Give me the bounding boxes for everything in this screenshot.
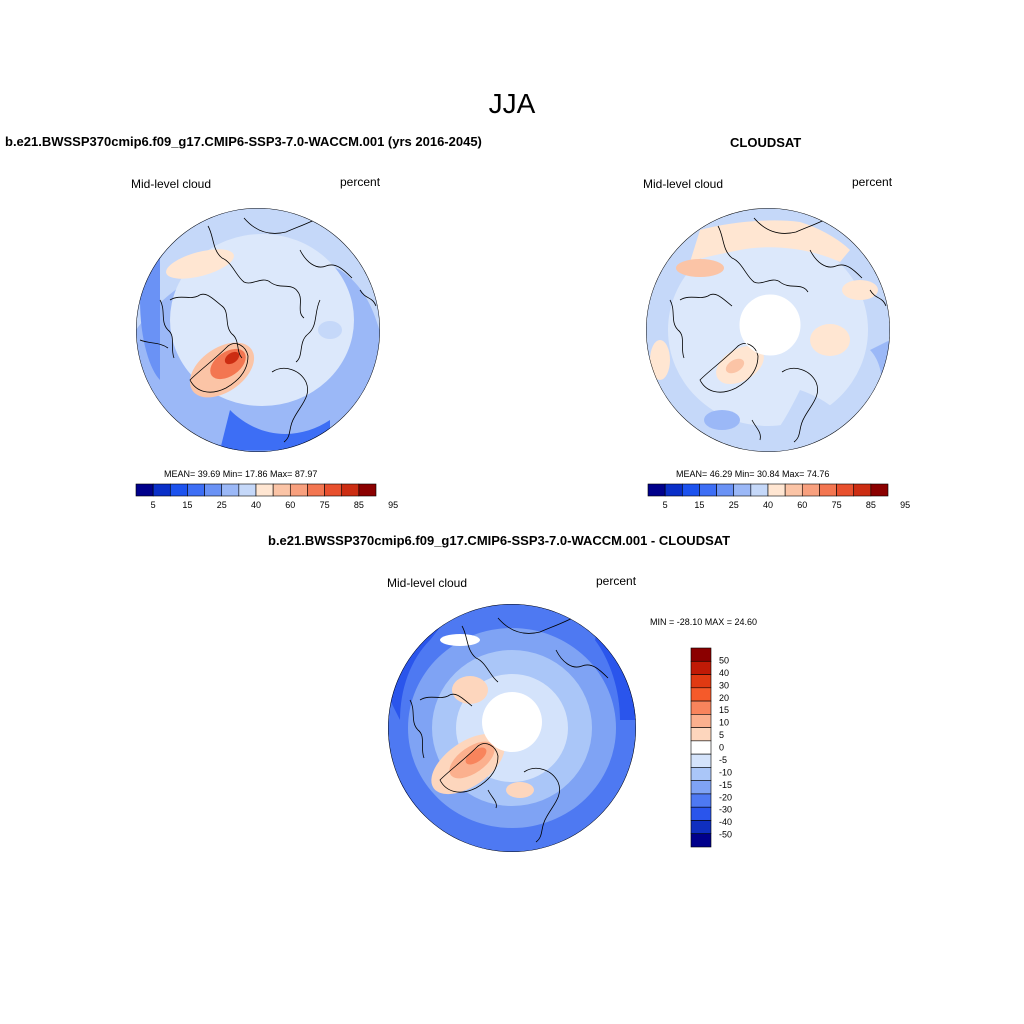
panel2-colorbar-swatch [733,483,752,497]
panel3-units-label: percent [596,574,637,588]
panel1-variable-label: Mid-level cloud [131,177,212,191]
panel1-colorbar-swatch [204,483,223,497]
panel2-colorbar-tick-label: 15 [694,500,704,510]
panel2-colorbar-swatch [836,483,855,497]
panel3-colorbar-swatch [690,793,712,808]
panel1-colorbar-tick-label: 95 [388,500,398,510]
panel2-colorbar: 5 15 25 40 60 75 85 95 [647,483,910,510]
panel3-colorbar-swatch [690,780,712,795]
panel3-colorbar-tick-label: -5 [719,755,727,765]
panel2-colorbar-swatch [716,483,735,497]
panel2-colorbar-tick-label: 5 [663,500,668,510]
panel3-variable-label: Mid-level cloud [387,576,468,590]
panel3-title: b.e21.BWSSP370cmip6.f09_g17.CMIP6-SSP3-7… [268,533,731,548]
panel3-colorbar-tick-label: -20 [719,792,732,802]
panel2-colorbar-swatch [853,483,872,497]
panel3-colorbar-swatch [690,700,712,715]
panel2-colorbar-swatch [699,483,717,497]
panel3-colorbar-tick-label: -40 [719,817,732,827]
panel3-colorbar-swatch [690,647,712,662]
panel2-variable-label: Mid-level cloud [643,177,724,191]
panel2-colorbar-swatch [681,483,700,497]
panel3-colorbar-swatch [690,687,712,702]
figure-title: JJA [488,88,536,119]
panel3-colorbar-tick-label: 50 [719,655,729,665]
panel3-colorbar-swatch [690,820,712,835]
panel2-colorbar-swatch [647,483,666,497]
panel2-colorbar-swatch [784,483,803,497]
panel1-colorbar-swatch [307,483,325,497]
panel2-colorbar-swatch [750,483,769,497]
panel3-colorbar-swatch [690,767,712,781]
panel3-colorbar-swatch [690,833,712,848]
panel2-colorbar-tick-label: 85 [866,500,876,510]
panel1-colorbar-swatch [238,483,257,497]
panel1-colorbar-tick-label: 40 [251,500,261,510]
panel1-colorbar-swatch [341,483,360,497]
panel1-colorbar-swatch [358,483,377,497]
panel3-colorbar-tick-label: 5 [719,730,724,740]
panel3-colorbar-swatch [690,660,712,675]
panel1-colorbar-tick-label: 60 [285,500,295,510]
panel2-colorbar-tick-label: 75 [832,500,842,510]
panel2-colorbar-tick-label: 60 [797,500,807,510]
panel1-colorbar-swatch [221,483,240,497]
panel3-colorbar-swatch [690,674,712,689]
panel3-colorbar-tick-label: 30 [719,680,729,690]
panel3-map [388,604,636,852]
panel3-colorbar-swatch [690,714,712,728]
panel3-stats: MIN = -28.10 MAX = 24.60 [650,617,758,627]
panel3-colorbar-tick-label: 0 [719,743,724,753]
panel2-colorbar-tick-label: 40 [763,500,773,510]
panel1-units-label: percent [340,175,381,189]
panel2-colorbar-tick-label: 25 [729,500,739,510]
panel1-colorbar-tick-label: 5 [151,500,156,510]
panel2-units-label: percent [852,175,893,189]
panel2-colorbar-swatch [801,483,820,497]
panel3-colorbar-swatch [690,740,712,755]
panel1-colorbar-swatch [255,483,274,497]
panel3-colorbar-tick-label: -50 [719,830,732,840]
panel1-colorbar-tick-label: 25 [217,500,227,510]
panel1-colorbar: 5 15 25 40 60 75 85 95 [135,483,398,510]
panel2-colorbar-swatch [767,483,786,497]
panel3-colorbar-tick-label: 40 [719,668,729,678]
panel1-colorbar-tick-label: 15 [182,500,192,510]
panel1-colorbar-tick-label: 85 [354,500,364,510]
panel2-colorbar-swatch [870,483,889,497]
panel1-colorbar-swatch [324,483,343,497]
panel1-colorbar-swatch [169,483,188,497]
panel3-colorbar-tick-label: 15 [719,705,729,715]
panel3-colorbar-tick-label: -15 [719,780,732,790]
panel3-colorbar-swatch [690,753,712,768]
panel1-colorbar-swatch [135,483,154,497]
panel2-colorbar-swatch [819,483,837,497]
panel2-colorbar-swatch [664,483,683,497]
panel2-title: CLOUDSAT [730,135,802,150]
panel1-colorbar-swatch [152,483,171,497]
panel1-colorbar-swatch [187,483,205,497]
panel3-colorbar-tick-label: -30 [719,805,732,815]
panel2-map [646,208,890,452]
panel1-stats: MEAN= 39.69 Min= 17.86 Max= 87.97 [164,469,318,479]
panel1-map [136,208,380,452]
panel3-colorbar-swatch [690,727,712,742]
panel1-title: b.e21.BWSSP370cmip6.f09_g17.CMIP6-SSP3-7… [5,134,482,149]
panel3-colorbar-swatch [690,806,712,821]
panel3-colorbar-tick-label: 10 [719,718,729,728]
panel2-colorbar-tick-label: 95 [900,500,910,510]
panel1-colorbar-tick-label: 75 [320,500,330,510]
panel1-colorbar-swatch [272,483,291,497]
panel3-colorbar-tick-label: -10 [719,767,732,777]
panel2-stats: MEAN= 46.29 Min= 30.84 Max= 74.76 [676,469,830,479]
panel3-colorbar-tick-label: 20 [719,693,729,703]
panel1-colorbar-swatch [289,483,308,497]
